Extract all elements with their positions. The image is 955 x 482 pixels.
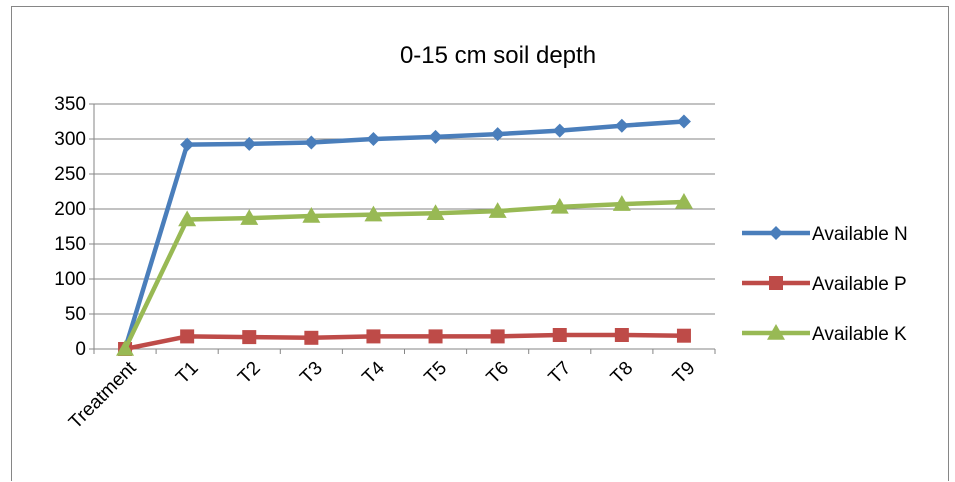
data-point bbox=[428, 129, 443, 144]
data-point bbox=[676, 114, 691, 129]
legend-item: Available P bbox=[742, 274, 907, 295]
x-tick-label: T5 bbox=[421, 358, 452, 389]
data-point bbox=[240, 209, 259, 225]
x-tick-label: T8 bbox=[607, 358, 638, 389]
data-point bbox=[674, 193, 693, 209]
data-point bbox=[364, 205, 383, 222]
legend-item: Available K bbox=[742, 324, 907, 345]
y-tick-label: 200 bbox=[54, 199, 86, 220]
x-tick-label: T7 bbox=[545, 358, 576, 389]
chart-title: 0-15 cm soil depth bbox=[400, 42, 596, 69]
data-point bbox=[550, 197, 569, 214]
series-line bbox=[123, 199, 685, 350]
data-point bbox=[614, 328, 629, 342]
x-tick-label: T4 bbox=[358, 357, 389, 388]
data-point bbox=[614, 118, 629, 133]
legend-marker bbox=[767, 324, 785, 340]
x-tick-label: T2 bbox=[234, 358, 265, 389]
data-point bbox=[304, 135, 319, 150]
axes bbox=[89, 103, 716, 354]
data-point bbox=[490, 127, 505, 142]
chart-frame: 0-15 cm soil depth 0 50 100 150 200 250 300 350… bbox=[11, 6, 949, 481]
legend-label: Available P bbox=[812, 274, 907, 295]
data-point bbox=[490, 329, 505, 344]
y-tick-label: 100 bbox=[54, 269, 86, 290]
series-available-n bbox=[118, 114, 691, 356]
legend-marker bbox=[769, 276, 783, 290]
x-tick-label: T3 bbox=[296, 358, 327, 389]
y-tick-label: 0 bbox=[75, 339, 86, 360]
data-point bbox=[302, 207, 321, 223]
data-point bbox=[612, 195, 631, 211]
series-layer bbox=[116, 114, 693, 356]
data-point bbox=[426, 204, 445, 220]
legend-label: Available N bbox=[812, 224, 908, 245]
data-point bbox=[366, 329, 381, 344]
y-tick-label: 250 bbox=[54, 164, 86, 185]
y-tick-label: 150 bbox=[54, 234, 86, 255]
x-tick-label: T1 bbox=[172, 358, 203, 389]
data-point bbox=[178, 210, 197, 227]
legend-marker bbox=[769, 226, 783, 240]
x-tick-label: T6 bbox=[483, 358, 514, 389]
data-point bbox=[676, 328, 691, 343]
series-available-k bbox=[116, 193, 693, 356]
y-tick-label: 350 bbox=[54, 94, 86, 115]
data-point bbox=[242, 136, 257, 151]
y-tick-label: 50 bbox=[65, 304, 86, 325]
data-point bbox=[366, 132, 381, 146]
data-point bbox=[304, 330, 319, 345]
legend-item: Available N bbox=[742, 224, 908, 245]
x-tick-label: Treatment bbox=[65, 357, 141, 433]
data-point bbox=[428, 329, 443, 344]
data-point bbox=[488, 202, 507, 218]
legend: Available N Available P Available K bbox=[742, 224, 908, 345]
x-axis-ticks: Treatment T1 T2 T3 T4 T5 T6 T7 T8 T9 bbox=[65, 357, 699, 433]
data-point bbox=[116, 340, 135, 356]
data-point bbox=[180, 137, 195, 152]
y-axis-ticks: 0 50 100 150 200 250 300 350 bbox=[54, 94, 86, 360]
data-point bbox=[552, 328, 567, 342]
line-chart: 0-15 cm soil depth 0 50 100 150 200 250 300 350… bbox=[54, 42, 908, 433]
series-line bbox=[124, 332, 684, 352]
series-line bbox=[122, 119, 685, 350]
data-point bbox=[552, 123, 567, 138]
data-point bbox=[180, 329, 195, 344]
data-point bbox=[242, 330, 257, 345]
legend-label: Available K bbox=[812, 324, 907, 345]
x-tick-label: T9 bbox=[669, 358, 700, 389]
y-tick-label: 300 bbox=[54, 129, 86, 150]
